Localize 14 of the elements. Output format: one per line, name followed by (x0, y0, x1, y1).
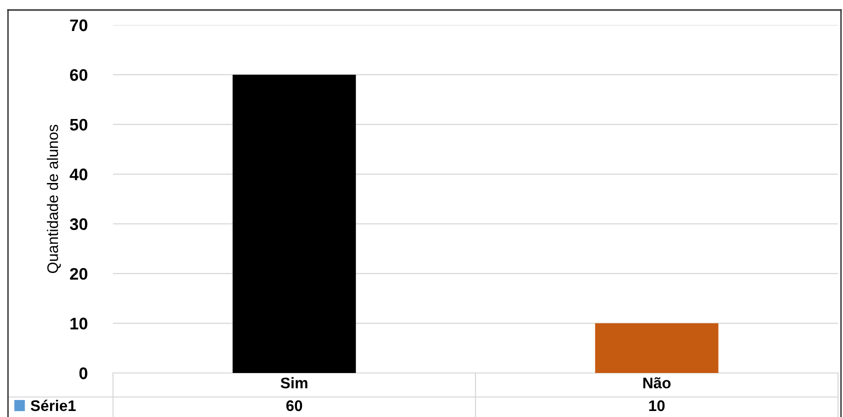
y-tick-label: 10 (70, 318, 88, 330)
y-tick-label: 60 (70, 69, 88, 81)
x-tick-label: Sim (280, 377, 308, 388)
data-label: 10 (649, 400, 665, 412)
x-tick-label: Não (643, 377, 671, 388)
y-tick-label: 40 (70, 168, 88, 180)
y-axis-title: Quantidade de alunos (46, 124, 61, 274)
y-tick-label: 20 (70, 268, 88, 280)
y-tick-label: 70 (70, 19, 88, 32)
y-tick-label: 30 (70, 218, 88, 230)
y-tick-label: 50 (70, 118, 88, 131)
data-label: 60 (286, 400, 302, 412)
text: Série1 (30, 400, 76, 412)
y-tick-label: 0 (79, 367, 88, 380)
